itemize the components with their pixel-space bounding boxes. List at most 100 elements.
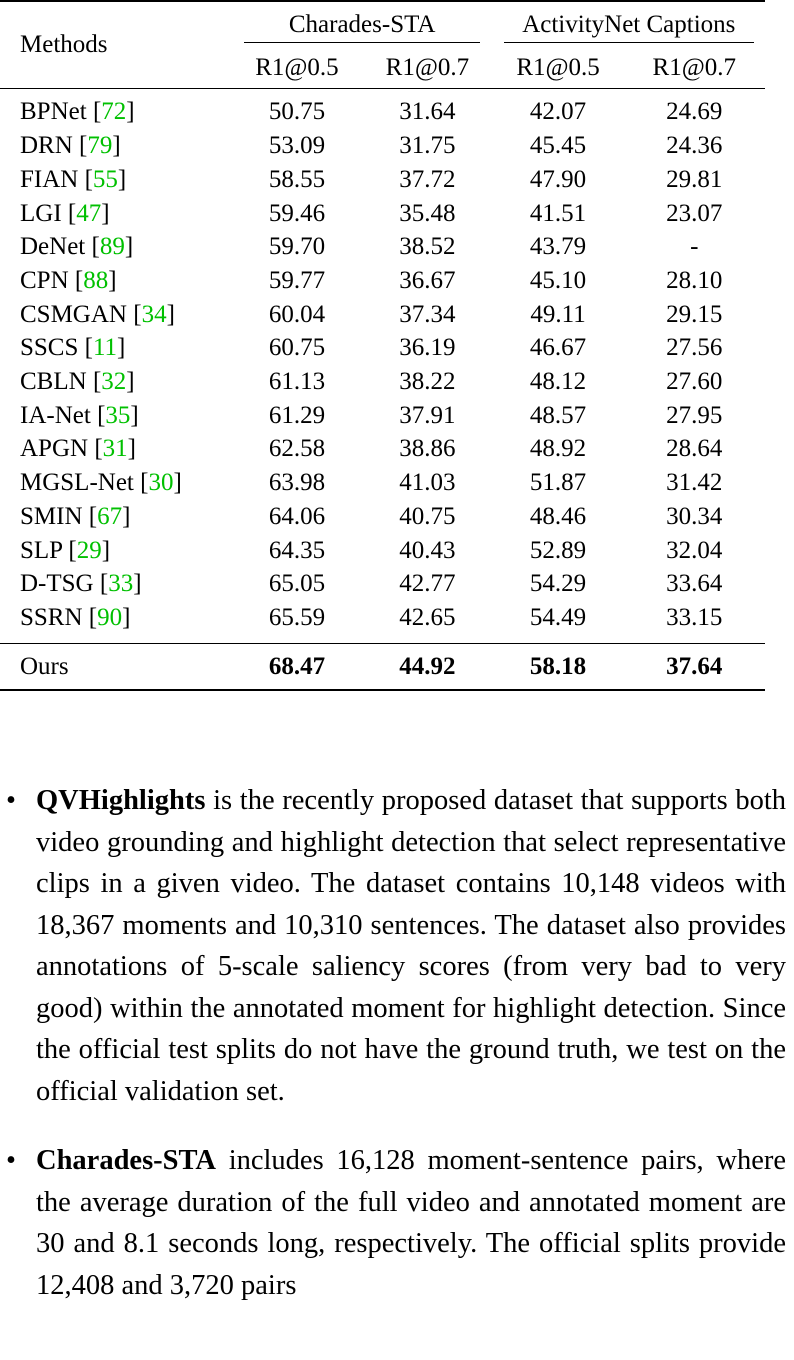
method-cell: D-TSG [33] (20, 570, 142, 598)
table-row: DeNet [89] 59.70 38.52 43.79 - (0, 230, 765, 264)
group-header-charades: Charades-STA (231, 0, 493, 47)
table-row: SMIN [67] 64.06 40.75 48.46 30.34 (0, 500, 765, 534)
method-cell: APGN [31] (20, 435, 136, 463)
value-cell: 42.65 (399, 603, 456, 631)
methods-header: Methods (0, 0, 232, 89)
table-row: CSMGAN [34] 60.04 37.34 49.11 29.15 (0, 298, 765, 332)
value-cell: 38.86 (399, 435, 456, 463)
citation-link[interactable]: 79 (87, 132, 113, 160)
method-cell: DRN [79] (20, 132, 121, 160)
bullet-text: includes 16,128 moment-sentence pairs, w… (36, 1145, 786, 1301)
value-cell: 40.43 (399, 536, 456, 564)
citation-link[interactable]: 35 (105, 401, 131, 429)
value-cell: 48.46 (529, 502, 587, 530)
method-name: SSRN (20, 603, 83, 631)
value-cell: 33.15 (666, 603, 723, 631)
value-cell: 36.19 (399, 334, 456, 362)
value-cell: 42.77 (399, 570, 456, 598)
value-cell: 46.67 (529, 334, 587, 362)
value-cell: 50.75 (231, 88, 363, 130)
value-cell: 35.48 (399, 199, 456, 227)
citation-link[interactable]: 33 (108, 570, 134, 598)
value-cell: 24.69 (623, 88, 765, 130)
value-cell: 37.72 (399, 165, 456, 193)
method-cell: CPN [88] (20, 266, 117, 294)
value-cell: 60.04 (268, 300, 326, 328)
bullet-mark: • (6, 1145, 16, 1176)
value-cell: 31.64 (362, 88, 493, 130)
value-cell: 59.46 (268, 199, 326, 227)
table-row: CBLN [32] 61.13 38.22 48.12 27.60 (0, 365, 765, 399)
value-cell: 24.36 (666, 132, 723, 160)
table-row-ours: Ours 68.47 44.92 58.18 37.64 (0, 642, 765, 692)
value-cell: 47.90 (529, 165, 587, 193)
table-row: MGSL-Net [30] 63.98 41.03 51.87 31.42 (0, 466, 765, 500)
table-header-row-metrics: R1@0.5 R1@0.7 R1@0.5 R1@0.7 (0, 47, 765, 89)
method-cell: SSCS [11] (20, 334, 126, 362)
citation-link[interactable]: 89 (99, 233, 125, 261)
citation-link[interactable]: 72 (101, 98, 127, 126)
value-cell: 61.13 (268, 368, 326, 396)
value-cell: 29.15 (666, 300, 723, 328)
citation-link[interactable]: 88 (83, 266, 109, 294)
table-row: CPN [88] 59.77 36.67 45.10 28.10 (0, 264, 765, 298)
value-cell: 28.10 (666, 266, 723, 294)
group-header-charades-label: Charades-STA (244, 8, 481, 43)
value-cell: 45.10 (529, 266, 587, 294)
value-cell: 54.29 (529, 570, 587, 598)
citation-link[interactable]: 90 (97, 603, 123, 631)
metric-header: R1@0.7 (385, 53, 470, 81)
value-cell: 59.77 (268, 266, 326, 294)
value-cell: 41.51 (529, 199, 587, 227)
value-cell: 37.91 (399, 401, 456, 429)
value-cell: 53.09 (268, 132, 326, 160)
bullet-item-charades-sta: • Charades-STA includes 16,128 moment-sen… (0, 1140, 786, 1306)
table-body: BPNet [72] 50.75 31.64 42.07 24.69 DRN [79] 53… (0, 88, 765, 643)
value-cell: 54.49 (529, 603, 587, 631)
method-name: SMIN (20, 502, 83, 530)
value-cell: 59.70 (268, 233, 326, 261)
citation-link[interactable]: 31 (102, 435, 128, 463)
method-cell: SMIN [67] (20, 502, 131, 530)
bullet-term: Charades-STA (36, 1145, 216, 1176)
table-header-row-groups: Methods Charades-STA ActivityNet Caption… (0, 0, 765, 89)
citation-link[interactable]: 67 (97, 502, 123, 530)
table-row: SSRN [90] 65.59 42.65 54.49 33.15 (0, 601, 765, 643)
method-name: IA-Net (20, 401, 91, 429)
value-cell: 27.60 (666, 368, 723, 396)
value-cell: 29.81 (666, 165, 723, 193)
value-cell: 37.34 (399, 300, 456, 328)
value-cell: 65.59 (268, 603, 326, 631)
method-name: MGSL-Net (20, 469, 134, 497)
value-cell: 58.55 (268, 165, 326, 193)
method-cell: SLP [29] (20, 536, 111, 564)
citation-link[interactable]: 32 (101, 368, 127, 396)
table-row: BPNet [72] 50.75 31.64 42.07 24.69 (0, 88, 765, 130)
value-cell: 23.07 (666, 199, 723, 227)
value-cell: 43.79 (529, 233, 587, 261)
value-cell: 48.12 (529, 368, 587, 396)
method-name: APGN (20, 435, 89, 463)
citation-link[interactable]: 34 (141, 300, 167, 328)
method-cell: SSRN [90] (20, 603, 131, 631)
value-cell: - (690, 233, 699, 261)
citation-link[interactable]: 47 (76, 199, 102, 227)
value-cell: 49.11 (530, 300, 586, 328)
table-row: DRN [79] 53.09 31.75 45.45 24.36 (0, 129, 765, 163)
value-cell: 28.64 (666, 435, 723, 463)
method-name: CSMGAN (20, 300, 127, 328)
bullet-term: QVHighlights (36, 785, 206, 816)
citation-link[interactable]: 30 (148, 469, 174, 497)
value-cell: 44.92 (362, 642, 493, 692)
method-name: DeNet (20, 233, 86, 261)
value-cell: 51.87 (529, 469, 587, 497)
value-cell: 48.92 (529, 435, 587, 463)
citation-link[interactable]: 29 (76, 536, 102, 564)
table-row: SLP [29] 64.35 40.43 52.89 32.04 (0, 534, 765, 568)
method-cell-ours: Ours (0, 642, 232, 692)
citation-link[interactable]: 55 (92, 165, 118, 193)
value-cell: 31.75 (399, 132, 456, 160)
citation-link[interactable]: 11 (92, 334, 118, 362)
metric-header: R1@0.5 (516, 53, 600, 81)
metric-header: R1@0.7 (652, 53, 736, 81)
